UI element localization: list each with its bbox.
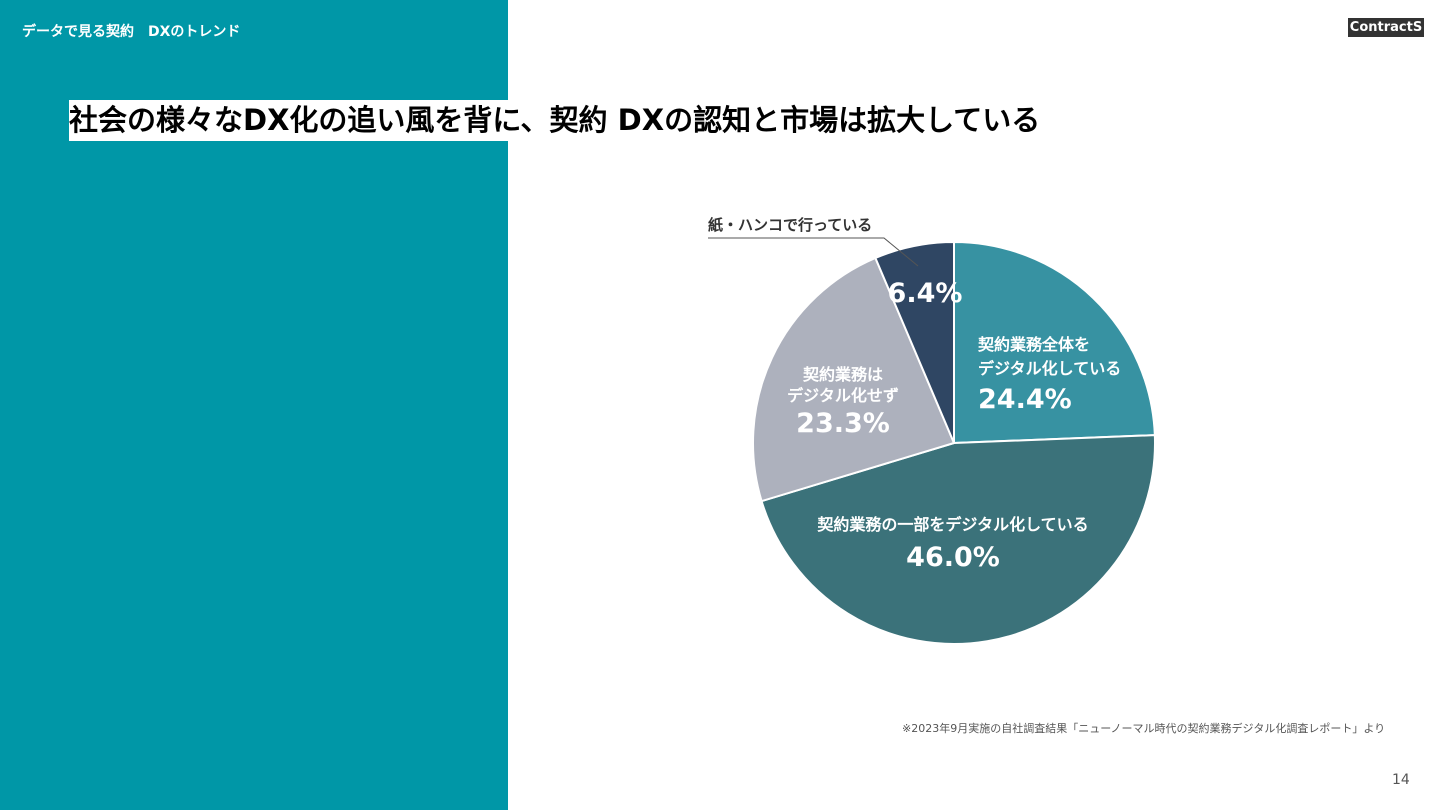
section-title: データで見る契約 DXのトレンド [22,24,241,40]
label-full-digital-value: 24.4% [978,384,1072,415]
source-note: ※2023年9月実施の自社調査結果「ニューノーマル時代の契約業務デジタル化調査レ… [902,722,1386,735]
contracts-logo: ContractS [1348,18,1424,37]
label-full-digital-line-2: デジタル化している [978,359,1121,378]
label-paper-hanko-value: 6.4% [888,278,963,309]
label-no-digital-line-1: 契約業務は [802,365,883,384]
slice-no-digital [752,256,956,503]
slice-paper-hanko [874,240,955,444]
external-label-paper-hanko: 紙・ハンコで行っている [708,216,872,234]
label-no-digital-value: 23.3% [796,408,890,439]
external-label-leader-line [708,237,919,267]
slice-full-digital [953,240,1156,445]
page-headline: 社会の様々なDX化の追い風を背に、契約 DXの認知と市場は拡大している [69,100,1045,141]
label-no-digital-line-2: デジタル化せず [787,386,899,405]
label-partial-digital-value: 46.0% [906,542,1000,573]
page-number: 14 [1392,772,1410,788]
slice-partial-digital [760,434,1156,645]
label-partial-digital-line-1: 契約業務の一部をデジタル化している [816,515,1088,534]
label-full-digital-line-1: 契約業務全体を [977,335,1090,354]
